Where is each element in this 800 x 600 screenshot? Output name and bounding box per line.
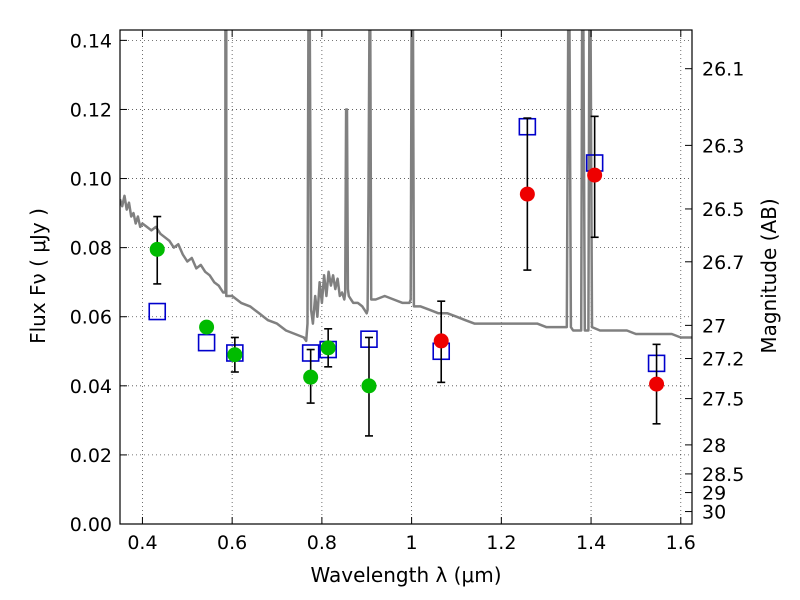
y2-tick-label: 28.5 [702, 464, 744, 486]
y2-axis-label: Magnitude (AB) [757, 198, 781, 353]
x-axis-label: Wavelength λ (μm) [310, 563, 501, 587]
y-tick-label: 0.08 [70, 238, 112, 260]
y-tick-label: 0.14 [70, 30, 112, 52]
y2-tick-label: 26.3 [702, 135, 744, 157]
y2-tick-label: 27.2 [702, 349, 744, 371]
spectrum-line [120, 30, 692, 343]
observed-point [587, 167, 603, 183]
observed-point [361, 378, 377, 394]
observed-point [519, 186, 535, 202]
plot-frame [119, 29, 693, 525]
model-photometry-square [197, 333, 216, 352]
plot-area [120, 30, 692, 437]
y-tick-label: 0.10 [70, 169, 112, 191]
y2-tick-label: 27 [702, 315, 726, 337]
y2-tick-label: 27.5 [702, 389, 744, 411]
x-tick-label: 1.6 [666, 532, 696, 554]
y-tick-label: 0.04 [70, 376, 112, 398]
y2-tick-label: 30 [702, 502, 726, 524]
observed-point [149, 241, 165, 257]
observed-point [433, 333, 449, 349]
x-axis: 0.4 0.6 0.8 1 1.2 1.4 1.6 [127, 30, 696, 554]
y-tick-label: 0.12 [70, 99, 112, 121]
model-photometry-square [148, 302, 167, 321]
y2-tick-label: 26.5 [702, 199, 744, 221]
y-tick-label: 0.00 [70, 514, 112, 536]
y2-tick-label: 26.1 [702, 59, 744, 81]
x-tick-label: 0.6 [217, 532, 247, 554]
y-axis: 0.00 0.02 0.04 0.06 0.08 0.10 0.12 0.14 [70, 30, 127, 536]
plot-border [119, 29, 693, 525]
y2-tick-label: 28 [702, 435, 726, 457]
observed-point [227, 347, 243, 363]
y-tick-label: 0.02 [70, 445, 112, 467]
y2-tick-label: 29 [702, 483, 726, 505]
observed-point [199, 319, 215, 335]
y-tick-label: 0.06 [70, 307, 112, 329]
x-tick-label: 0.4 [127, 532, 157, 554]
observed-point [303, 369, 319, 385]
x-tick-label: 1.2 [486, 532, 516, 554]
x-tick-label: 1.4 [576, 532, 606, 554]
x-tick-label: 1 [406, 532, 418, 554]
observed-point [320, 340, 336, 356]
y2-tick-label: 26.7 [702, 252, 744, 274]
x-tick-label: 0.8 [307, 532, 337, 554]
observed-point [649, 376, 665, 392]
y-axis-label: Flux Fν ( μJy ) [26, 208, 50, 344]
